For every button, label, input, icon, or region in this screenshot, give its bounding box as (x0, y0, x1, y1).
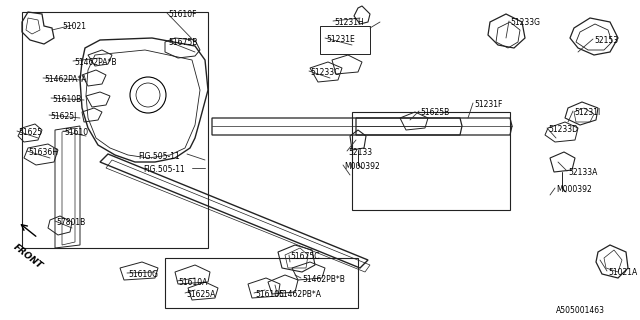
Text: 51462PA*B: 51462PA*B (74, 58, 116, 67)
Text: 51610A: 51610A (178, 278, 207, 287)
Text: FRONT: FRONT (12, 242, 44, 270)
Text: A505001463: A505001463 (556, 306, 605, 315)
Text: 51231E: 51231E (326, 35, 355, 44)
Bar (22, 12, 208, 248)
Text: 51636H: 51636H (28, 148, 58, 157)
Text: 52153: 52153 (594, 36, 618, 45)
Text: FIG.505-11: FIG.505-11 (138, 152, 180, 161)
Text: 51610F: 51610F (168, 10, 196, 19)
Bar (165, 258, 358, 308)
Text: 51610: 51610 (64, 128, 88, 137)
Text: 51610G: 51610G (128, 270, 158, 279)
Text: 51625A: 51625A (186, 290, 216, 299)
Text: 52133A: 52133A (568, 168, 597, 177)
Text: 51675B: 51675B (168, 38, 197, 47)
Text: 51462PB*B: 51462PB*B (302, 275, 345, 284)
Text: M000392: M000392 (556, 185, 592, 194)
Bar (352, 112, 510, 210)
Text: FIG.505-11: FIG.505-11 (143, 165, 185, 174)
Text: 51231H: 51231H (334, 18, 364, 27)
Text: 51021: 51021 (62, 22, 86, 31)
Text: 51625J: 51625J (50, 112, 76, 121)
Text: 52133: 52133 (348, 148, 372, 157)
Text: 51233G: 51233G (510, 18, 540, 27)
Text: 51233D: 51233D (548, 125, 578, 134)
Text: 51625B: 51625B (420, 108, 449, 117)
Bar (320, 26, 370, 54)
Text: 51675C: 51675C (290, 252, 319, 261)
Text: 51462PB*A: 51462PB*A (278, 290, 321, 299)
Text: 51021A: 51021A (608, 268, 637, 277)
Text: M000392: M000392 (344, 162, 380, 171)
Text: 51231F: 51231F (474, 100, 502, 109)
Text: 51610C: 51610C (255, 290, 284, 299)
Text: 51625: 51625 (18, 128, 42, 137)
Text: 51610B: 51610B (52, 95, 81, 104)
Text: 57801B: 57801B (56, 218, 85, 227)
Text: 51233C: 51233C (310, 68, 339, 77)
Text: 51231I: 51231I (574, 108, 600, 117)
Text: 51462PA*A: 51462PA*A (44, 75, 86, 84)
